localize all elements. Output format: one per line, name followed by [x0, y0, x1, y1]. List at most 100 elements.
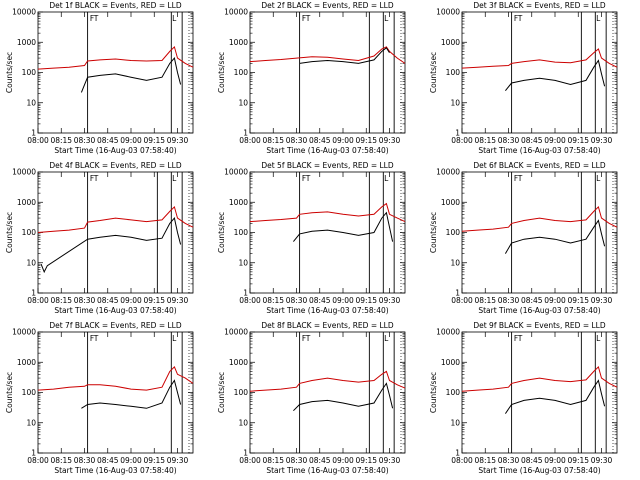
- x-tick-label: 08:45: [97, 136, 119, 145]
- series-line-events: [504, 219, 606, 254]
- y-tick-label: 10000: [12, 168, 36, 177]
- y-axis-label: Counts/sec: [429, 212, 438, 253]
- marker-annotation: T: [517, 174, 523, 183]
- y-tick-label: 1: [455, 129, 460, 138]
- x-tick-label: 09:15: [567, 456, 589, 465]
- x-tick-label: 09:30: [379, 296, 401, 305]
- x-tick-label: 09:15: [143, 136, 165, 145]
- y-tick-label: 10000: [12, 328, 36, 337]
- y-tick-label: 1000: [441, 358, 460, 367]
- marker-annotation: T: [93, 14, 99, 23]
- x-tick-label: 09:00: [332, 296, 354, 305]
- marker-annotation: L: [172, 14, 177, 23]
- series-line-lld: [249, 370, 406, 392]
- y-tick-label: 100: [446, 228, 461, 237]
- series-line-lld: [37, 366, 194, 391]
- y-tick-label: 1000: [441, 198, 460, 207]
- y-tick-label: 1: [31, 289, 36, 298]
- marker-annotation: F: [302, 174, 306, 183]
- y-tick-label: 1: [455, 449, 460, 458]
- y-tick-label: 1: [31, 129, 36, 138]
- y-tick-label: 10000: [224, 328, 248, 337]
- x-axis-label: Start Time (16-Aug-03 07:58:40): [266, 466, 388, 475]
- y-tick-label: 100: [22, 68, 37, 77]
- y-tick-label: 10: [450, 258, 460, 267]
- series-line-lld: [37, 45, 194, 70]
- y-tick-label: 1: [243, 289, 248, 298]
- x-tick-label: 09:00: [332, 136, 354, 145]
- y-axis-label: Counts/sec: [429, 372, 438, 413]
- y-tick-label: 1000: [229, 358, 248, 367]
- x-tick-label: 09:00: [544, 136, 566, 145]
- marker-annotation: T: [93, 174, 99, 183]
- marker-annotation: L: [596, 174, 601, 183]
- x-tick-label: 08:00: [451, 296, 473, 305]
- x-axis-label: Start Time (16-Aug-03 07:58:40): [478, 306, 600, 315]
- panel-title: Det 8f BLACK = Events, RED = LLD: [261, 321, 394, 330]
- series-line-events: [293, 211, 394, 242]
- y-tick-label: 10: [450, 418, 460, 427]
- y-tick-label: 100: [22, 228, 37, 237]
- panel-title: Det 2f BLACK = Events, RED = LLD: [261, 1, 394, 10]
- x-tick-label: 08:00: [451, 136, 473, 145]
- plot-frame: [461, 11, 618, 134]
- x-tick-label: 08:30: [74, 296, 96, 305]
- y-tick-label: 100: [234, 228, 249, 237]
- series-line-events: [293, 382, 394, 412]
- x-tick-label: 08:15: [50, 296, 72, 305]
- plot-frame: [249, 331, 406, 454]
- marker-annotation: F: [90, 174, 94, 183]
- y-axis-label: Counts/sec: [5, 212, 14, 253]
- x-tick-label: 09:30: [167, 456, 189, 465]
- y-tick-label: 10: [238, 258, 248, 267]
- x-tick-label: 08:15: [50, 136, 72, 145]
- x-tick-label: 09:15: [143, 296, 165, 305]
- marker-annotation: F: [514, 174, 518, 183]
- marker-annotation: L: [596, 334, 601, 343]
- panel-title: Det 5f BLACK = Events, RED = LLD: [261, 161, 394, 170]
- y-tick-label: 1000: [17, 38, 36, 47]
- y-tick-label: 10000: [436, 168, 460, 177]
- marker-annotation: L: [596, 14, 601, 23]
- x-tick-label: 09:00: [332, 456, 354, 465]
- x-tick-label: 08:30: [286, 456, 308, 465]
- y-tick-label: 100: [234, 388, 249, 397]
- x-axis-label: Start Time (16-Aug-03 07:58:40): [54, 306, 176, 315]
- y-tick-label: 100: [22, 388, 37, 397]
- y-tick-label: 10000: [224, 168, 248, 177]
- marker-annotation: F: [90, 334, 94, 343]
- x-tick-label: 08:15: [474, 456, 496, 465]
- marker-annotation: F: [514, 334, 518, 343]
- x-axis-label: Start Time (16-Aug-03 07:58:40): [478, 146, 600, 155]
- x-tick-label: 09:00: [120, 136, 142, 145]
- x-axis-label: Start Time (16-Aug-03 07:58:40): [266, 306, 388, 315]
- plot-frame: [37, 331, 194, 454]
- x-tick-label: 09:30: [379, 136, 401, 145]
- series-line-events: [505, 59, 606, 92]
- x-tick-label: 08:00: [27, 136, 49, 145]
- marker-annotation: L: [172, 334, 177, 343]
- y-tick-label: 1: [243, 129, 248, 138]
- x-tick-label: 08:00: [239, 296, 261, 305]
- y-tick-label: 10000: [436, 328, 460, 337]
- x-tick-label: 09:30: [167, 296, 189, 305]
- plot-frame: [37, 11, 194, 134]
- marker-annotation: T: [305, 14, 311, 23]
- y-tick-label: 1: [455, 289, 460, 298]
- series-line-lld: [461, 205, 618, 232]
- x-tick-label: 08:15: [474, 136, 496, 145]
- x-tick-label: 08:45: [97, 456, 119, 465]
- x-tick-label: 08:00: [239, 456, 261, 465]
- x-tick-label: 08:15: [262, 136, 284, 145]
- marker-annotation: T: [305, 334, 311, 343]
- x-tick-label: 08:15: [474, 296, 496, 305]
- y-tick-label: 1000: [441, 38, 460, 47]
- marker-annotation: F: [302, 334, 306, 343]
